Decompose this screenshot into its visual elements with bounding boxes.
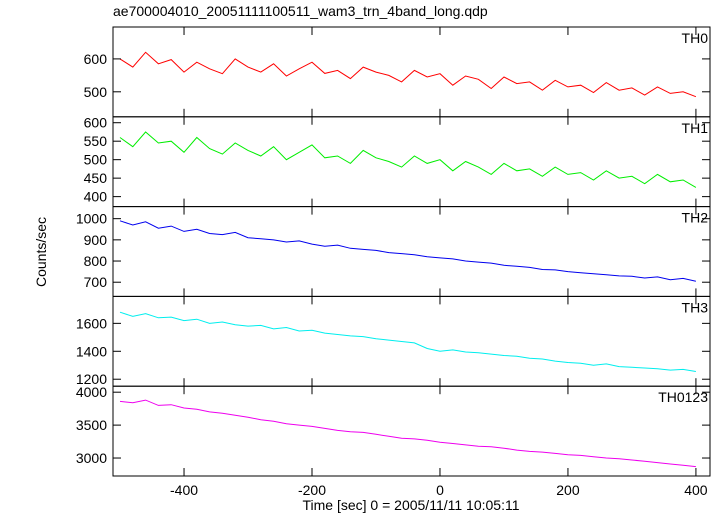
x-tick-label: -200 (298, 482, 326, 498)
x-tick-label: 0 (436, 482, 444, 498)
y-tick-label: 500 (84, 84, 108, 100)
y-tick-label: 3500 (76, 417, 107, 433)
panel-label: TH1 (682, 120, 709, 136)
panel-frame (112, 295, 711, 387)
chart-title: ae700004010_20051111100511_wam3_trn_4ban… (113, 3, 488, 19)
panel-frame (112, 26, 711, 118)
y-tick-label: 4000 (76, 384, 107, 400)
panel-label: TH2 (682, 210, 709, 226)
x-axis-label: Time [sec] 0 = 2005/11/11 10:05:11 (302, 497, 519, 513)
y-tick-label: 400 (84, 189, 108, 205)
data-line (119, 51, 697, 98)
panel-label: TH0 (682, 30, 709, 46)
data-line (119, 131, 697, 188)
y-tick-label: 500 (84, 152, 108, 168)
y-tick-label: 550 (84, 133, 108, 149)
x-tick-label: -400 (170, 482, 198, 498)
y-axis-label: Counts/sec (33, 217, 49, 287)
y-tick-label: 900 (84, 232, 108, 248)
data-line (119, 220, 697, 282)
data-line (119, 399, 696, 468)
x-tick-label: 400 (684, 482, 708, 498)
y-tick-label: 1200 (76, 371, 107, 387)
panel-frame (112, 116, 711, 208)
y-tick-label: 1400 (76, 343, 107, 359)
y-tick-label: 700 (84, 274, 108, 290)
panel-frame (112, 206, 711, 297)
y-tick-label: 1600 (76, 315, 107, 331)
y-tick-label: 800 (84, 253, 108, 269)
panel-label: TH3 (682, 299, 709, 315)
y-tick-label: 450 (84, 170, 108, 186)
y-tick-label: 600 (84, 115, 108, 131)
y-tick-label: 600 (84, 51, 108, 67)
y-tick-label: 1000 (76, 211, 107, 227)
data-line (119, 311, 696, 372)
y-tick-label: 3000 (76, 450, 107, 466)
panel-label: TH0123 (658, 389, 708, 405)
x-tick-label: 200 (556, 482, 580, 498)
panel-frame (112, 385, 711, 477)
